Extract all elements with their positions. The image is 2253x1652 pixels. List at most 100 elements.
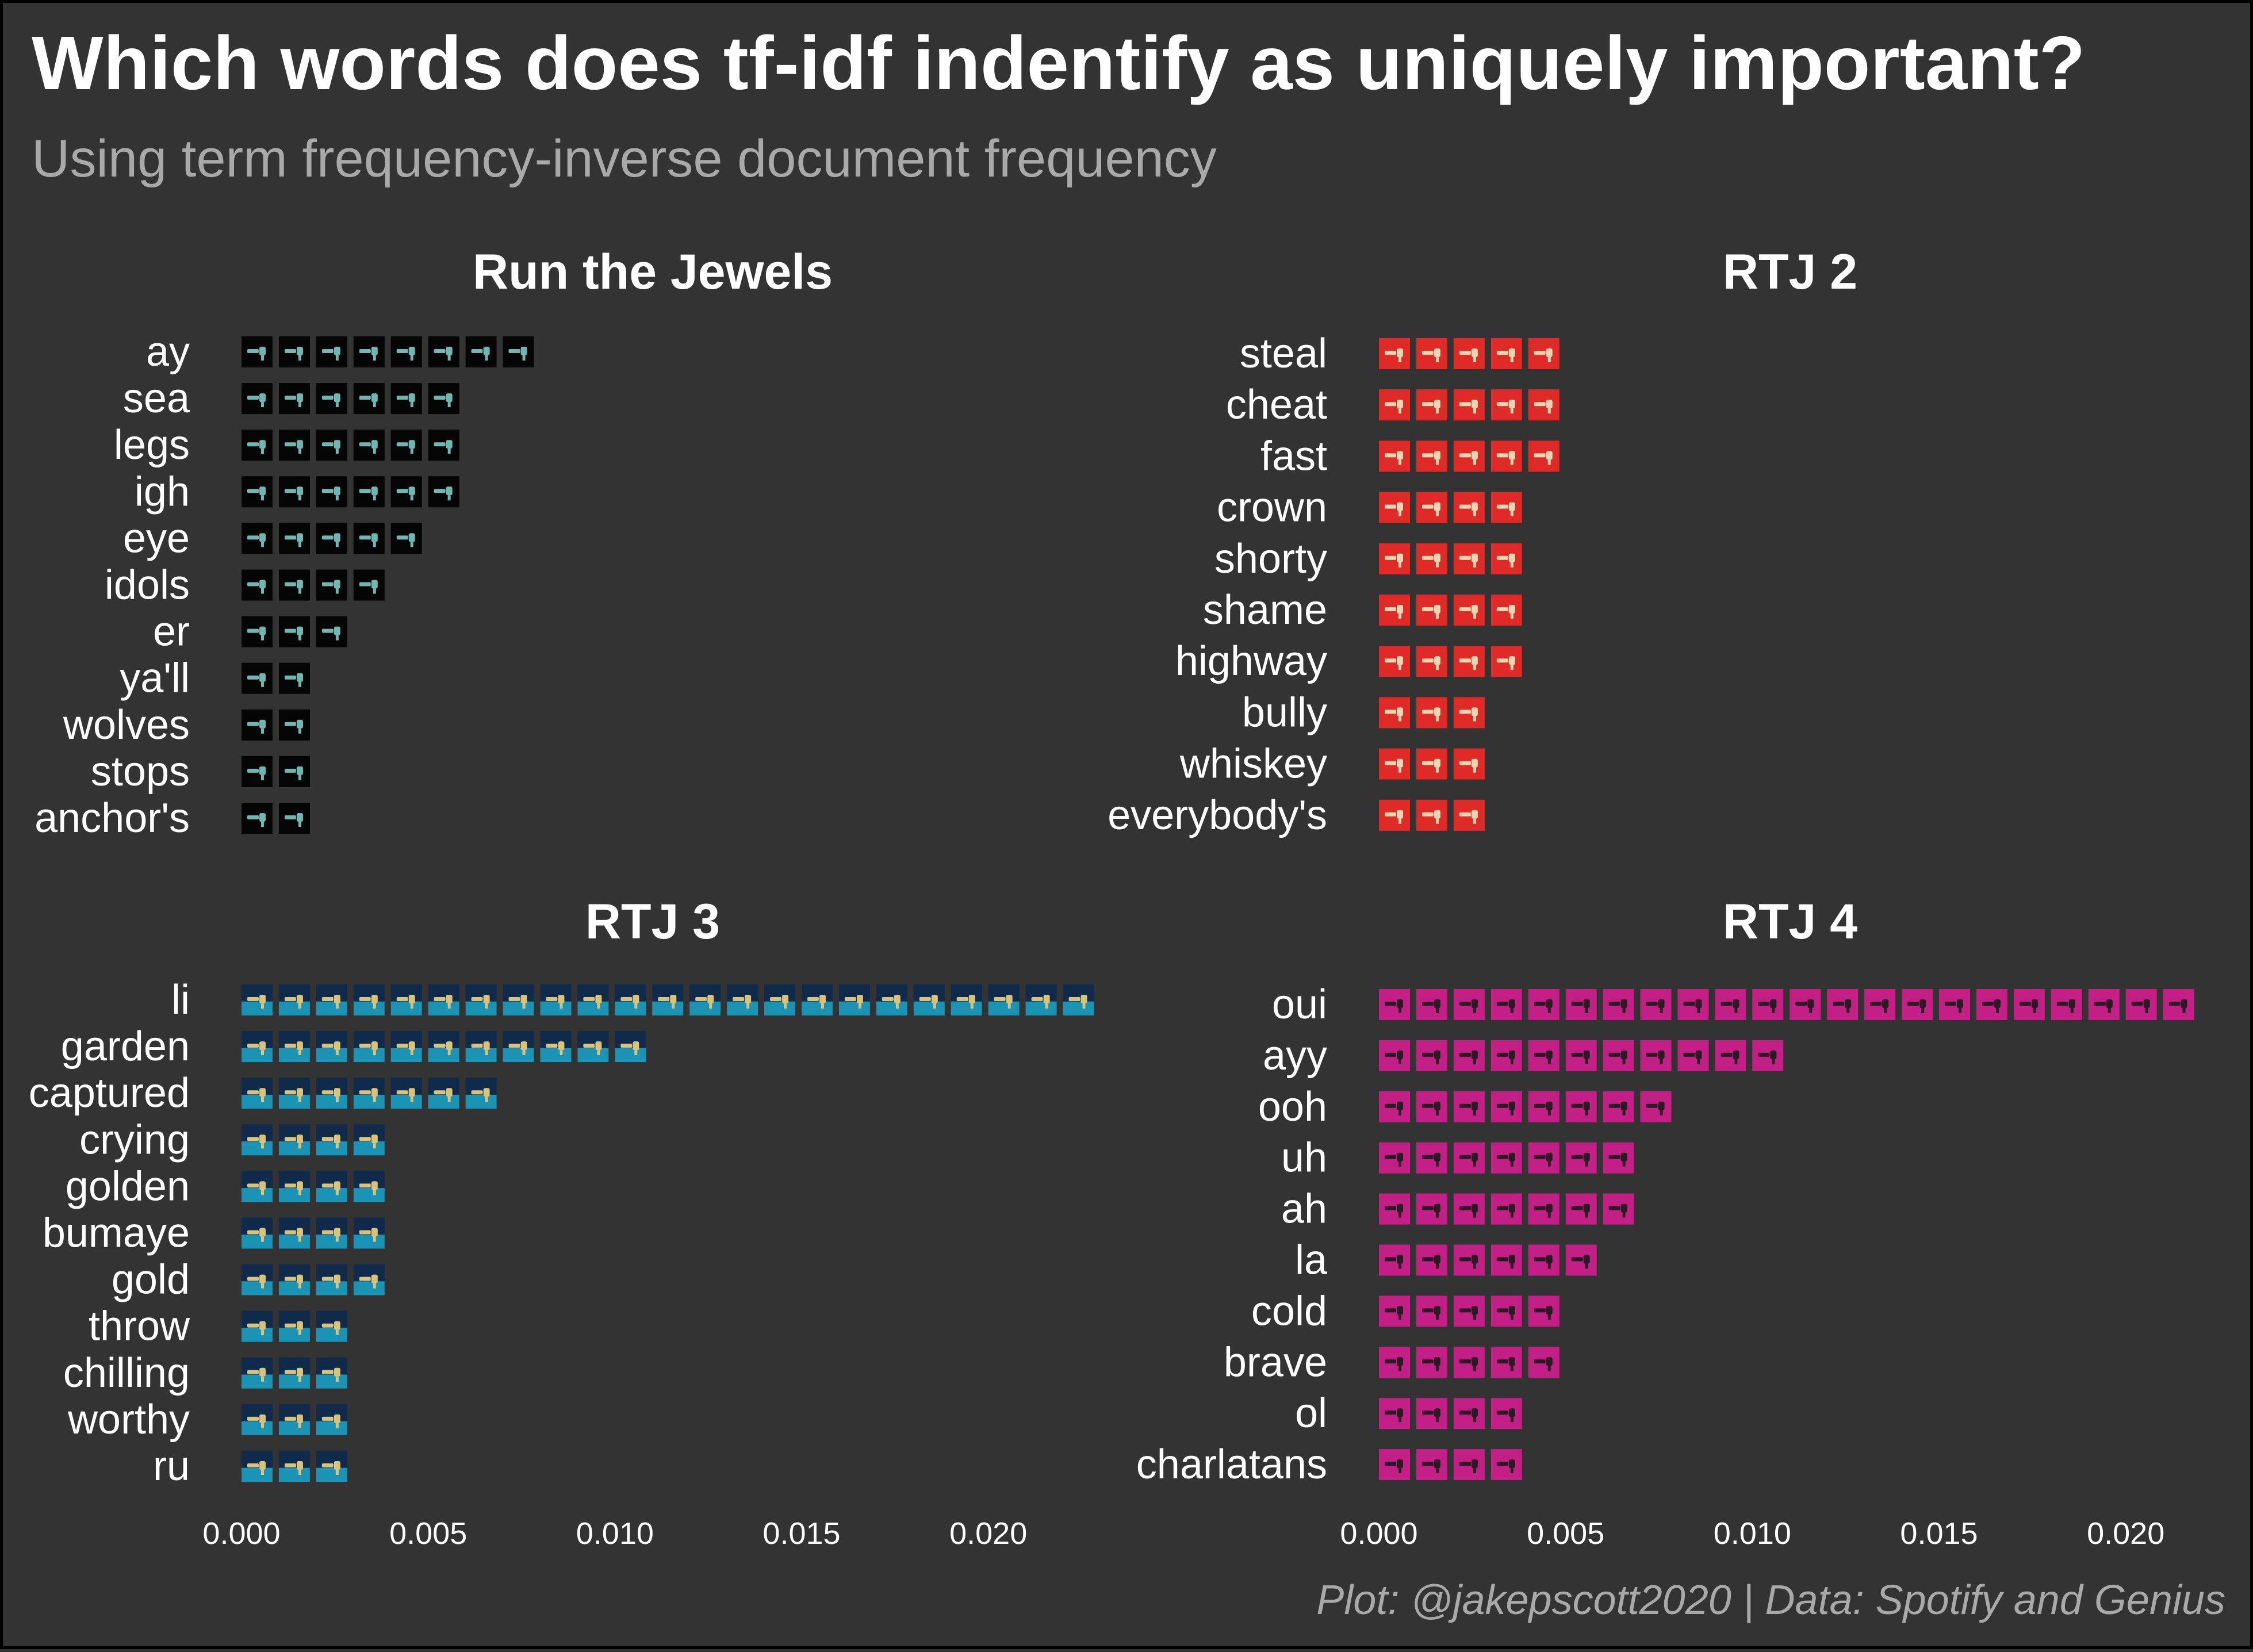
bar-icon-tile <box>316 1404 347 1435</box>
category-label: whiskey <box>1179 741 1327 787</box>
bar-icon-tile <box>242 383 273 415</box>
category-label: golden <box>66 1163 190 1209</box>
bar-icon-tile <box>353 1217 385 1249</box>
chart-canvas: Which words does tf-idf indentify as uni… <box>29 21 2225 1623</box>
bar-icon-tile <box>242 1078 273 1109</box>
bar-icon-tile <box>1025 984 1057 1015</box>
bar-icon-tile <box>242 336 273 367</box>
bar-icon-tile <box>428 984 459 1015</box>
bar <box>1379 389 1560 421</box>
bar-icon-tile <box>1379 989 1410 1020</box>
bar-icon-tile <box>1416 1244 1447 1276</box>
bar-icon-tile <box>1453 646 1485 677</box>
bar-icon-tile <box>1416 543 1447 574</box>
bar <box>1379 1193 1634 1225</box>
bar-icon-tile <box>242 476 273 508</box>
bar-icon-tile <box>1490 389 1522 421</box>
category-label: chilling <box>63 1350 190 1396</box>
bar-icon-tile <box>1528 389 1560 421</box>
bar-icon-tile <box>988 984 1020 1015</box>
bar <box>1379 799 1485 831</box>
bar-icon-tile <box>1902 989 1933 1020</box>
bar-icon-tile <box>242 984 273 1015</box>
category-label: ol <box>1295 1390 1327 1436</box>
category-label: la <box>1295 1237 1328 1283</box>
bar-icon-tile <box>1640 989 1672 1020</box>
facet-panels: Run the Jewels aysealegsigheyeidolserya'l… <box>29 244 2194 1551</box>
facet-panel-0: Run the Jewels aysealegsigheyeidolserya'l… <box>35 244 833 841</box>
bar-icon-tile <box>242 1451 273 1482</box>
chart-caption: Plot: @jakepscott2020 | Data: Spotify an… <box>1316 1577 2225 1623</box>
bar-icon-tile <box>1565 1244 1597 1276</box>
bar <box>242 1264 385 1295</box>
bar-icon-tile <box>1453 543 1485 574</box>
bar-icon-tile <box>242 1124 273 1156</box>
bar-icon-tile <box>428 383 459 415</box>
bar-icon-tile <box>1640 1091 1672 1122</box>
bar-icon-tile <box>1528 1347 1560 1378</box>
bar-icon-tile <box>1416 1091 1447 1122</box>
bar-icon-tile <box>278 569 310 601</box>
bar-icon-tile <box>353 984 385 1015</box>
category-label: anchor's <box>35 795 190 841</box>
bar <box>1379 1244 1597 1276</box>
bar-icon-tile <box>353 383 385 415</box>
bar-icon-tile <box>1453 1244 1485 1276</box>
bar-icon-tile <box>1490 338 1522 369</box>
bar-icon-tile <box>503 1031 534 1063</box>
category-label: ayy <box>1263 1033 1327 1079</box>
x-tick-label: 0.015 <box>763 1516 840 1551</box>
category-label: eye <box>123 515 190 561</box>
bar <box>242 616 347 647</box>
bar-icon-tile <box>577 984 609 1015</box>
bar-icon-tile <box>428 1031 459 1063</box>
bar-icon-tile <box>1715 1040 1746 1071</box>
bar-icon-tile <box>1565 1142 1597 1174</box>
bar-icon-tile <box>1490 1347 1522 1378</box>
bar-icon-tile <box>316 569 347 601</box>
bar-icon-tile <box>242 1357 273 1389</box>
bar-icon-tile <box>1416 697 1447 729</box>
bar-icon-tile <box>242 616 273 647</box>
bar-icon-tile <box>577 1031 609 1063</box>
category-label: bumaye <box>43 1210 190 1256</box>
bar-icon-tile <box>1416 1040 1447 1071</box>
bar-icon-tile <box>353 523 385 554</box>
bar-icon-tile <box>316 1357 347 1389</box>
bar-icon-tile <box>1490 1295 1522 1327</box>
bar-icon-tile <box>1752 989 1784 1020</box>
bar-icon-tile <box>1565 989 1597 1020</box>
bar-icon-tile <box>1752 1040 1784 1071</box>
bar-icon-tile <box>278 1217 310 1249</box>
bar <box>1379 1398 1522 1429</box>
bar-icon-tile <box>278 1451 310 1482</box>
bar <box>1379 595 1522 626</box>
category-label: wolves <box>63 702 190 748</box>
category-label: legs <box>114 422 190 468</box>
bar-icon-tile <box>1416 1347 1447 1378</box>
bar <box>242 709 310 741</box>
bar-icon-tile <box>1379 697 1410 729</box>
bar <box>242 1451 347 1482</box>
x-tick-label: 0.005 <box>389 1516 467 1551</box>
panel-title: Run the Jewels <box>473 244 833 300</box>
bar-icon-tile <box>278 1171 310 1202</box>
bar-icon-tile <box>2013 989 2045 1020</box>
bar-icon-tile <box>1490 595 1522 626</box>
bar-icon-tile <box>242 1404 273 1435</box>
bar-icon-tile <box>1453 748 1485 780</box>
bar-icon-tile <box>242 1264 273 1295</box>
bar-icon-tile <box>242 662 273 694</box>
bar-icon-tile <box>316 523 347 554</box>
bar <box>242 1078 497 1109</box>
bar-icon-tile <box>615 984 646 1015</box>
x-tick-label: 0.010 <box>1714 1516 1791 1551</box>
category-label: garden <box>61 1024 190 1070</box>
category-label: ooh <box>1258 1084 1327 1130</box>
bar-icon-tile <box>278 1357 310 1389</box>
bar-icon-tile <box>465 984 497 1015</box>
x-tick-label: 0.010 <box>576 1516 654 1551</box>
bar <box>1379 1295 1560 1327</box>
bar-icon-tile <box>316 984 347 1015</box>
panel-title: RTJ 3 <box>585 894 720 949</box>
